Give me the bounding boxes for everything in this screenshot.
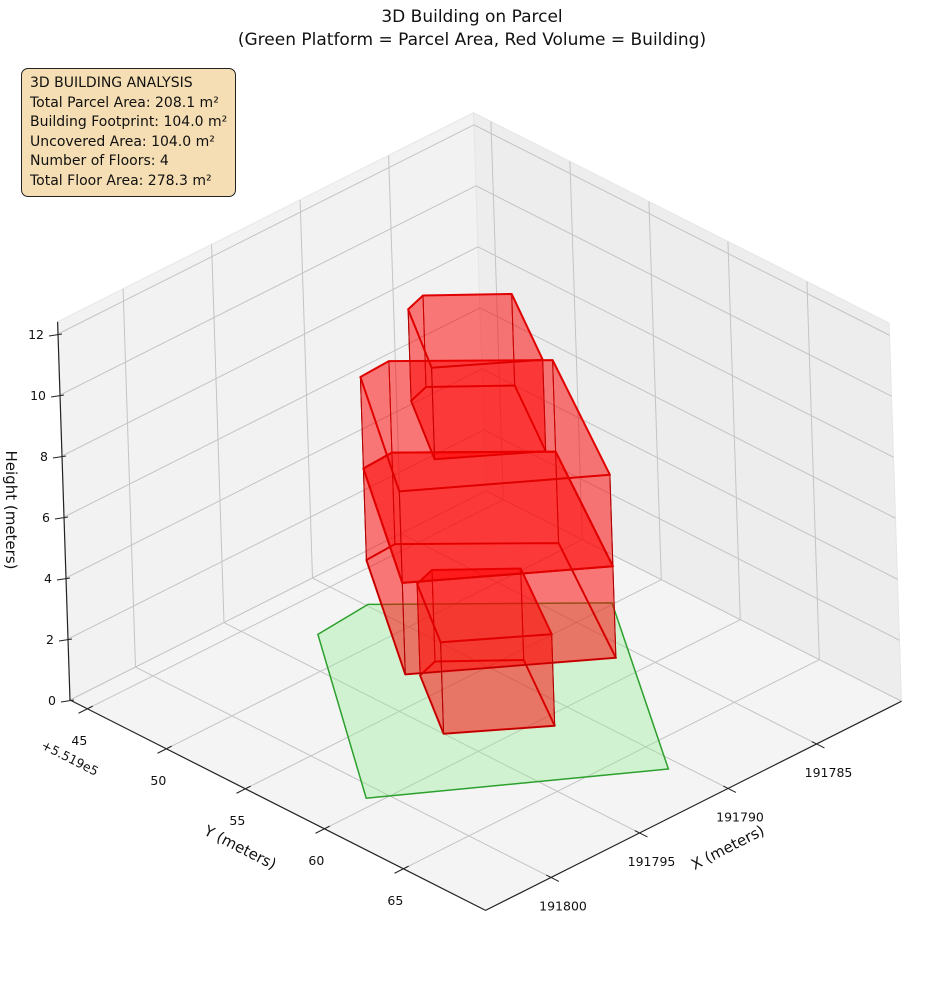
gridline-x xyxy=(299,199,313,579)
z-tick-mark xyxy=(48,333,63,337)
y-offset-text: +5.519e5 xyxy=(39,737,101,778)
z-tick-mark xyxy=(50,394,65,398)
title-line-1: 3D Building on Parcel xyxy=(381,7,563,27)
z-tick-mark xyxy=(56,577,71,581)
gridline-z xyxy=(477,246,894,458)
z-tick-label: 10 xyxy=(30,388,46,403)
gridline-x xyxy=(223,622,640,834)
y-tick-label: 60 xyxy=(308,853,324,868)
gridline-x xyxy=(135,666,552,878)
y-tick-mark xyxy=(157,745,172,754)
gridline-z xyxy=(69,490,487,701)
floor-1-top xyxy=(416,567,553,644)
gridline-z xyxy=(67,429,485,640)
x-tick-mark xyxy=(811,741,825,749)
x-tick-label: 191795 xyxy=(628,854,676,869)
y-tick-label: 55 xyxy=(229,813,245,828)
gridline-z xyxy=(481,368,898,580)
gridline-x xyxy=(312,577,729,789)
info-floors: Number of Floors: 4 xyxy=(30,153,169,169)
x-tick-label: 191800 xyxy=(539,898,587,913)
z-tick-mark xyxy=(60,699,75,703)
gridline-z xyxy=(63,307,481,518)
gridline-z xyxy=(61,246,479,457)
z-tick-label: 0 xyxy=(48,693,56,708)
x-tick-mark xyxy=(634,830,648,838)
info-uncovered: Uncovered Area: 104.0 m² xyxy=(30,133,215,150)
z-tick-mark xyxy=(54,516,69,520)
gridline-y xyxy=(806,281,820,660)
z-tick-label: 12 xyxy=(28,327,44,342)
title-line-2: (Green Platform = Parcel Area, Red Volum… xyxy=(237,30,707,50)
y-tick-label: 45 xyxy=(71,733,87,748)
gridline-z xyxy=(473,124,890,336)
y-tick-mark xyxy=(78,705,93,714)
gridline-y xyxy=(490,121,504,500)
y-tick-mark xyxy=(236,785,251,794)
chart-title: 3D Building on Parcel (Green Platform = … xyxy=(0,6,944,52)
gridline-z xyxy=(483,429,900,641)
gridline-x xyxy=(211,244,225,623)
parcel-platform xyxy=(317,602,670,800)
gridline-y xyxy=(648,201,662,580)
y-tick-mark xyxy=(315,825,330,834)
x-tick-mark xyxy=(723,785,737,793)
z-tick-label: 4 xyxy=(44,571,52,586)
info-floor-area: Total Floor Area: 278.3 m² xyxy=(30,172,212,189)
x-axis-line xyxy=(485,700,902,911)
gridline-y xyxy=(245,579,662,790)
z-tick-label: 8 xyxy=(40,449,48,464)
z-tick-mark xyxy=(52,455,67,459)
gridline-x xyxy=(122,288,136,668)
gridline-z xyxy=(59,185,477,396)
x-axis-label: X (meters) xyxy=(688,821,767,873)
z-tick-mark xyxy=(58,638,73,642)
gridline-z xyxy=(485,490,902,702)
gridline-x xyxy=(388,155,402,534)
info-parcel-area: Total Parcel Area: 208.1 m² xyxy=(30,94,219,111)
info-heading: 3D BUILDING ANALYSIS xyxy=(30,75,193,91)
floor-3-top xyxy=(359,359,611,493)
z-axis-line xyxy=(57,321,71,701)
y-axis-line xyxy=(69,699,486,911)
gridline-y xyxy=(727,241,741,620)
x-tick-mark xyxy=(546,874,560,882)
gridline-z xyxy=(479,307,896,519)
x-tick-label: 191790 xyxy=(716,809,764,824)
gridline-y xyxy=(87,499,504,710)
y-tick-label: 50 xyxy=(150,773,166,788)
z-axis-label: Height (meters) xyxy=(2,451,20,570)
x-tick-label: 191785 xyxy=(805,765,853,780)
z-tick-label: 2 xyxy=(46,632,54,647)
y-axis-label: Y (meters) xyxy=(200,821,279,873)
info-footprint: Building Footprint: 104.0 m² xyxy=(30,114,228,130)
y-tick-mark xyxy=(394,865,409,874)
z-tick-label: 6 xyxy=(42,510,50,525)
floor-4-top xyxy=(407,293,544,369)
gridline-y xyxy=(403,659,820,870)
gridline-z xyxy=(475,185,892,397)
gridline-z xyxy=(57,124,475,335)
analysis-info-box: 3D BUILDING ANALYSIS Total Parcel Area: … xyxy=(21,68,237,197)
gridline-y xyxy=(324,619,741,830)
y-tick-label: 65 xyxy=(387,893,403,908)
